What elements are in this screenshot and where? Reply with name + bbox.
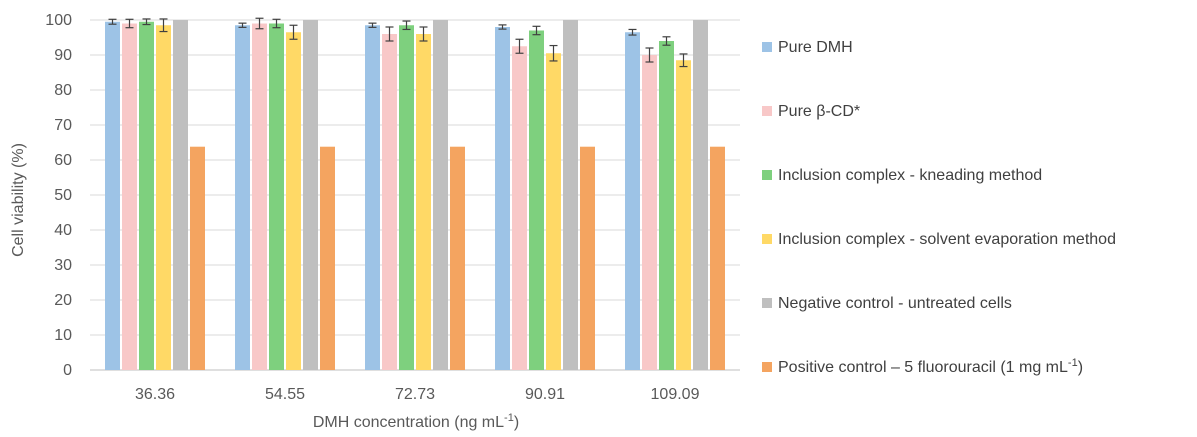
bar: [173, 20, 188, 370]
legend-label-text: Positive control – 5 fluorouracil (1 mg …: [778, 359, 1068, 376]
legend-label-end: ): [1078, 359, 1083, 376]
y-axis-title: Cell viability (%): [10, 143, 27, 257]
y-tick-label: 90: [54, 47, 72, 64]
bars: [105, 20, 725, 370]
bar: [693, 20, 708, 370]
x-tick-label: 90.91: [525, 386, 565, 403]
legend-swatch: [762, 298, 772, 308]
legend-label: Negative control - untreated cells: [778, 295, 1012, 312]
legend-label: Positive control – 5 fluorouracil (1 mg …: [778, 357, 1083, 376]
bar: [399, 25, 414, 370]
legend-swatch: [762, 362, 772, 372]
bar: [495, 27, 510, 370]
legend-label-sup: -1: [1068, 357, 1078, 369]
bar: [642, 55, 657, 370]
legend-label: Pure β-CD*: [778, 103, 860, 120]
bar: [529, 30, 544, 370]
legend-swatch: [762, 170, 772, 180]
y-tick-label: 10: [54, 327, 72, 344]
x-tick-label: 36.36: [135, 386, 175, 403]
bar: [252, 23, 267, 370]
x-tick-labels: 36.36 54.55 72.73 90.91 109.09: [135, 386, 700, 403]
bar: [546, 53, 561, 370]
bar: [382, 34, 397, 370]
bar: [269, 23, 284, 370]
bar: [625, 32, 640, 370]
bar: [433, 20, 448, 370]
x-tick-label: 54.55: [265, 386, 305, 403]
bar: [105, 21, 120, 370]
bar: [416, 34, 431, 370]
legend-label-text: Pure β-CD*: [778, 103, 860, 120]
bar: [563, 20, 578, 370]
legend-label: Inclusion complex - kneading method: [778, 167, 1042, 184]
x-tick-label: 109.09: [651, 386, 700, 403]
bar: [286, 32, 301, 370]
y-tick-label: 40: [54, 222, 72, 239]
bar: [235, 25, 250, 370]
legend-swatch: [762, 234, 772, 244]
y-tick-label: 70: [54, 117, 72, 134]
y-tick-label: 50: [54, 187, 72, 204]
bar: [156, 25, 171, 370]
x-axis-title-end: ): [514, 414, 519, 431]
bar: [450, 146, 465, 370]
bar: [512, 46, 527, 370]
bar: [320, 146, 335, 370]
y-tick-label: 30: [54, 257, 72, 274]
y-tick-label: 80: [54, 82, 72, 99]
bar: [139, 21, 154, 370]
bar: [365, 25, 380, 370]
legend-label-text: Negative control - untreated cells: [778, 295, 1012, 312]
legend: Pure DMH Pure β-CD* Inclusion complex - kn…: [762, 39, 1116, 376]
y-tick-label: 60: [54, 152, 72, 169]
error-bars: [108, 17, 688, 68]
bar: [122, 23, 137, 370]
legend-label-text: Inclusion complex - kneading method: [778, 167, 1042, 184]
legend-label: Pure DMH: [778, 39, 853, 56]
x-axis-title: DMH concentration (ng mL-1): [313, 412, 519, 431]
bar: [710, 146, 725, 370]
bar: [190, 146, 205, 370]
y-tick-label: 100: [45, 12, 72, 29]
bar: [659, 41, 674, 370]
legend-label-text: Inclusion complex - solvent evaporation …: [778, 231, 1116, 248]
x-axis-title-main: DMH concentration (ng mL: [313, 414, 504, 431]
x-tick-label: 72.73: [395, 386, 435, 403]
legend-label-text: Pure DMH: [778, 39, 853, 56]
bar: [580, 146, 595, 370]
y-tick-label: 0: [63, 362, 72, 379]
legend-swatch: [762, 106, 772, 116]
bar: [303, 20, 318, 370]
x-axis-title-sup: -1: [504, 412, 514, 424]
y-tick-label: 20: [54, 292, 72, 309]
y-tick-labels: 0 10 20 30 40 50 60 70 80 90 100: [45, 12, 72, 379]
legend-label: Inclusion complex - solvent evaporation …: [778, 231, 1116, 248]
bar: [676, 60, 691, 370]
legend-swatch: [762, 42, 772, 52]
